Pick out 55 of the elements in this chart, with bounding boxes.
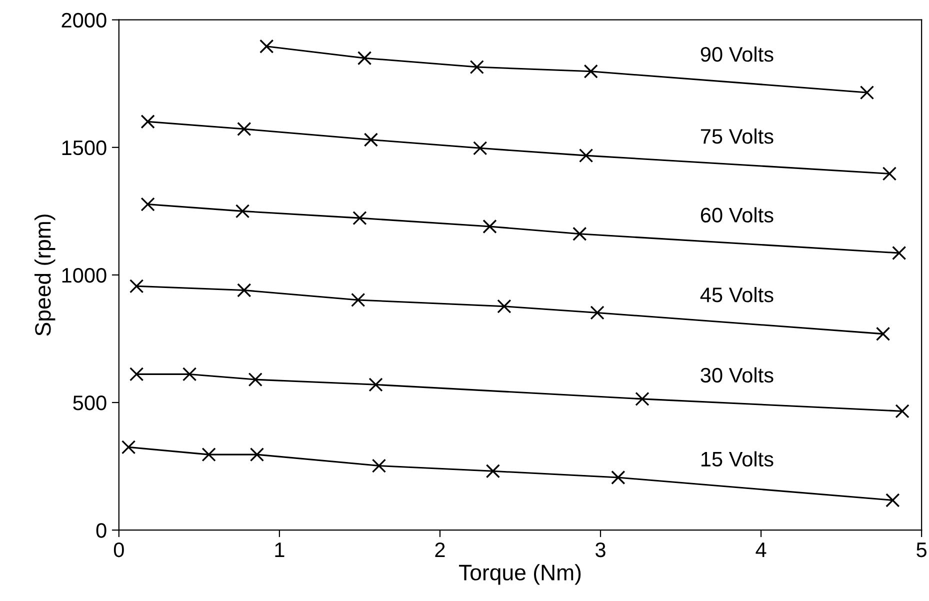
- point: [248, 372, 262, 387]
- y-axis-title: Speed (rpm): [34, 214, 56, 336]
- y-tick-label: 1000: [62, 268, 106, 283]
- point: [635, 392, 650, 406]
- x-tick-label: 3: [596, 542, 606, 558]
- point: [235, 204, 250, 218]
- x-tick-label: 0: [114, 542, 124, 558]
- series-label: 60 Volts: [700, 207, 774, 223]
- point: [260, 39, 274, 54]
- point: [182, 367, 197, 382]
- x-tick-label: 4: [756, 542, 766, 557]
- point: [482, 219, 497, 234]
- point: [470, 60, 484, 74]
- point: [895, 404, 910, 418]
- y-tick-label: 500: [73, 396, 106, 410]
- series-label: 15 Volts: [701, 451, 774, 467]
- y-tick-label: 2000: [62, 12, 106, 28]
- series-label: 75 Volts: [700, 128, 774, 144]
- x-axis-title: Torque (Nm): [459, 564, 581, 585]
- point: [860, 85, 874, 100]
- point: [352, 210, 367, 226]
- point: [121, 440, 136, 454]
- x-tick-label: 2: [435, 542, 445, 557]
- point: [357, 51, 372, 66]
- point: [892, 246, 906, 260]
- point: [250, 447, 264, 462]
- point: [473, 141, 488, 156]
- point: [886, 493, 900, 508]
- series-label: 30 Volts: [700, 367, 774, 383]
- y-tick-label: 0: [96, 523, 106, 538]
- point: [140, 114, 155, 129]
- y-tick-label: 1500: [62, 140, 106, 156]
- point: [368, 378, 383, 392]
- point: [611, 470, 626, 485]
- series-label: 90 Volts: [700, 46, 774, 62]
- point: [129, 367, 144, 382]
- series-label: 45 Volts: [700, 286, 774, 302]
- point: [237, 283, 252, 298]
- x-tick-label: 5: [916, 542, 926, 558]
- point: [486, 464, 500, 478]
- point: [882, 166, 897, 181]
- point: [876, 326, 890, 341]
- point: [202, 447, 216, 462]
- point: [129, 279, 144, 294]
- point: [372, 458, 386, 473]
- point: [590, 306, 604, 320]
- point: [578, 148, 594, 163]
- point: [140, 197, 155, 212]
- point: [237, 122, 252, 136]
- x-tick-label: 1: [275, 542, 284, 557]
- point: [364, 132, 378, 147]
- point: [572, 226, 587, 241]
- point: [497, 299, 512, 314]
- point: [351, 292, 366, 308]
- point: [584, 64, 598, 78]
